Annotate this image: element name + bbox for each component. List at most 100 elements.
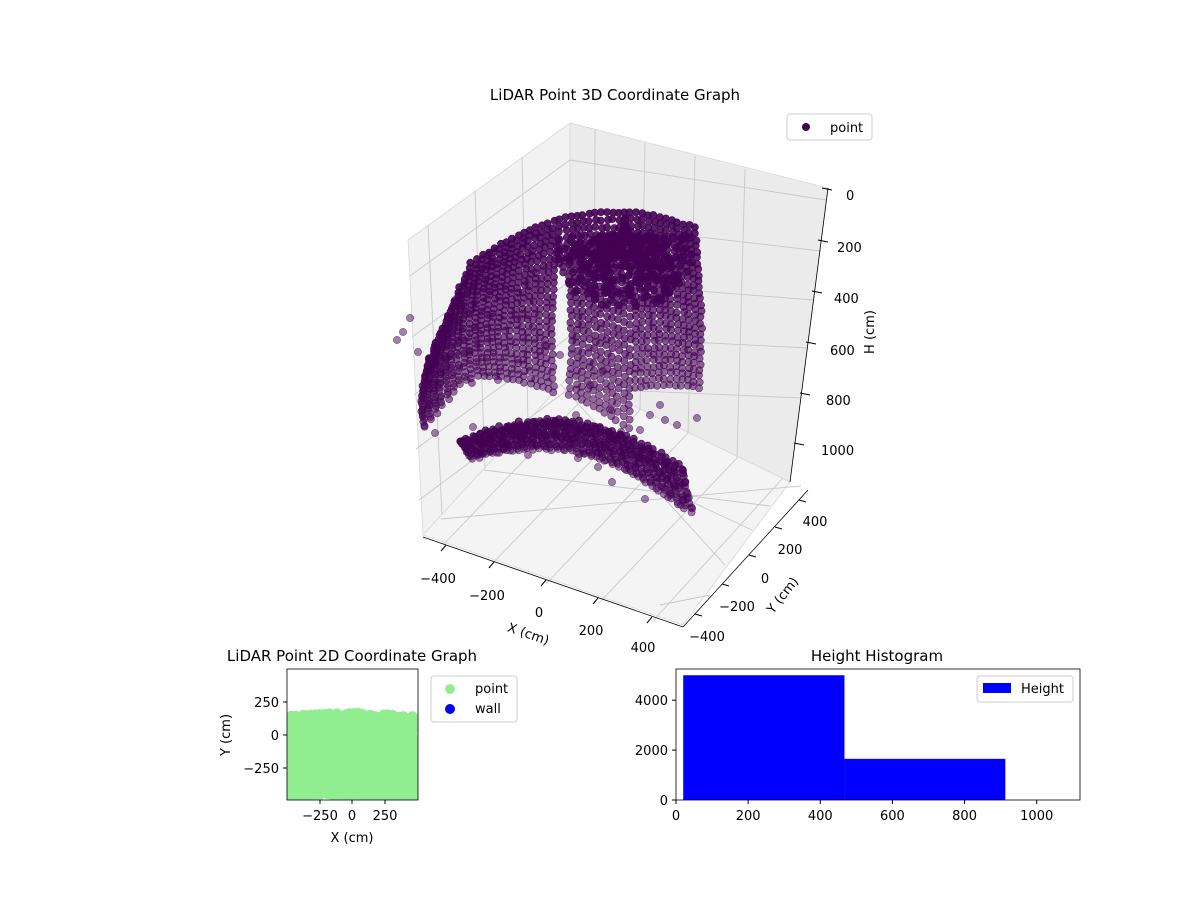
- data-point: [295, 751, 306, 762]
- y-tick-label: 400: [803, 515, 828, 530]
- data-point: [549, 285, 558, 294]
- data-point: [569, 268, 577, 277]
- data-point: [602, 320, 611, 328]
- data-point: [619, 326, 628, 335]
- data-point: [646, 411, 654, 419]
- data-point: [590, 372, 598, 381]
- data-point: [357, 745, 368, 756]
- z-axis-label-3d: H (cm): [863, 310, 878, 354]
- data-point: [620, 357, 629, 365]
- data-point: [589, 359, 598, 367]
- data-point: [621, 216, 630, 225]
- data-point: [583, 398, 591, 407]
- data-point: [676, 381, 685, 390]
- data-point: [571, 288, 579, 296]
- data-point: [617, 428, 625, 436]
- data-point: [595, 383, 604, 392]
- data-point: [318, 757, 329, 768]
- plot-3d: LiDAR Point 3D Coordinate Graph: [393, 86, 878, 656]
- data-point: [407, 715, 418, 726]
- x-tick-label: 200: [736, 809, 761, 824]
- data-point: [547, 329, 556, 338]
- legend-2d: point wall: [430, 675, 518, 723]
- data-point: [625, 407, 634, 416]
- data-point: [687, 250, 696, 258]
- x-tick-label: 0: [535, 606, 543, 621]
- data-point: [410, 741, 418, 752]
- point-cloud-3d: [393, 208, 706, 517]
- data-point: [672, 243, 680, 252]
- data-point: [619, 309, 628, 318]
- data-point: [625, 415, 634, 424]
- y-tick-label-2d: 250: [254, 696, 279, 711]
- data-point: [542, 285, 551, 294]
- data-point: [638, 317, 646, 326]
- legend-label: point: [830, 121, 863, 136]
- data-point: [661, 337, 670, 345]
- data-point: [378, 762, 389, 773]
- data-point: [393, 757, 404, 768]
- data-point: [625, 320, 634, 329]
- data-point: [603, 236, 612, 245]
- y-tick-label: 0: [660, 794, 668, 809]
- data-point: [494, 376, 502, 384]
- data-point: [565, 258, 574, 266]
- data-point: [687, 508, 696, 517]
- x-tick-label: −400: [420, 572, 456, 587]
- data-point: [328, 756, 339, 767]
- data-point: [578, 340, 587, 349]
- y-axis-label-3d: Y (cm): [764, 575, 802, 618]
- data-point: [613, 363, 622, 371]
- chart-2d-title: LiDAR Point 2D Coordinate Graph: [227, 647, 477, 665]
- data-point: [554, 227, 563, 236]
- data-point: [595, 391, 603, 399]
- data-point: [596, 324, 605, 333]
- data-point: [603, 223, 611, 232]
- data-point: [602, 341, 610, 349]
- data-point: [411, 786, 418, 797]
- data-point: [607, 359, 616, 367]
- data-point: [677, 234, 685, 242]
- data-point: [664, 493, 672, 501]
- x-tick-label: 400: [631, 641, 656, 656]
- x-tick-label: 600: [880, 809, 905, 824]
- y-tick-label-2d: 0: [271, 729, 279, 744]
- data-point: [330, 784, 341, 795]
- data-point: [695, 371, 703, 380]
- data-point: [627, 262, 636, 271]
- data-point: [379, 775, 389, 786]
- data-point: [549, 278, 558, 287]
- histogram-ticks: 0 200 400 600 800 1000 0 2000 4000: [635, 694, 1053, 824]
- z-axis-line: [789, 187, 829, 483]
- legend-3d: point: [786, 113, 873, 141]
- data-point: [455, 380, 464, 388]
- data-point: [356, 762, 367, 773]
- data-point: [608, 344, 617, 352]
- data-point: [632, 301, 640, 310]
- data-point: [684, 267, 692, 276]
- data-point: [657, 265, 666, 274]
- legend-marker: [445, 704, 455, 714]
- data-point: [654, 256, 662, 265]
- y-tick-label: 0: [761, 572, 769, 587]
- data-point: [307, 754, 318, 764]
- y-tick-label: 200: [778, 543, 803, 558]
- histogram-bars: [683, 675, 1006, 800]
- legend-histogram: Height: [976, 675, 1074, 703]
- histogram-bar: [844, 758, 1006, 800]
- data-point: [525, 275, 534, 284]
- data-point: [431, 429, 439, 437]
- data-point: [616, 245, 625, 254]
- data-point: [614, 384, 623, 393]
- data-point: [469, 423, 477, 431]
- data-point: [638, 277, 647, 286]
- data-point: [519, 372, 528, 380]
- data-point: [559, 268, 568, 277]
- data-point: [600, 408, 609, 417]
- data-point: [564, 390, 573, 399]
- data-point: [572, 359, 581, 368]
- data-point: [637, 262, 645, 271]
- data-point: [412, 759, 418, 770]
- data-point: [607, 382, 616, 391]
- data-point: [402, 777, 413, 788]
